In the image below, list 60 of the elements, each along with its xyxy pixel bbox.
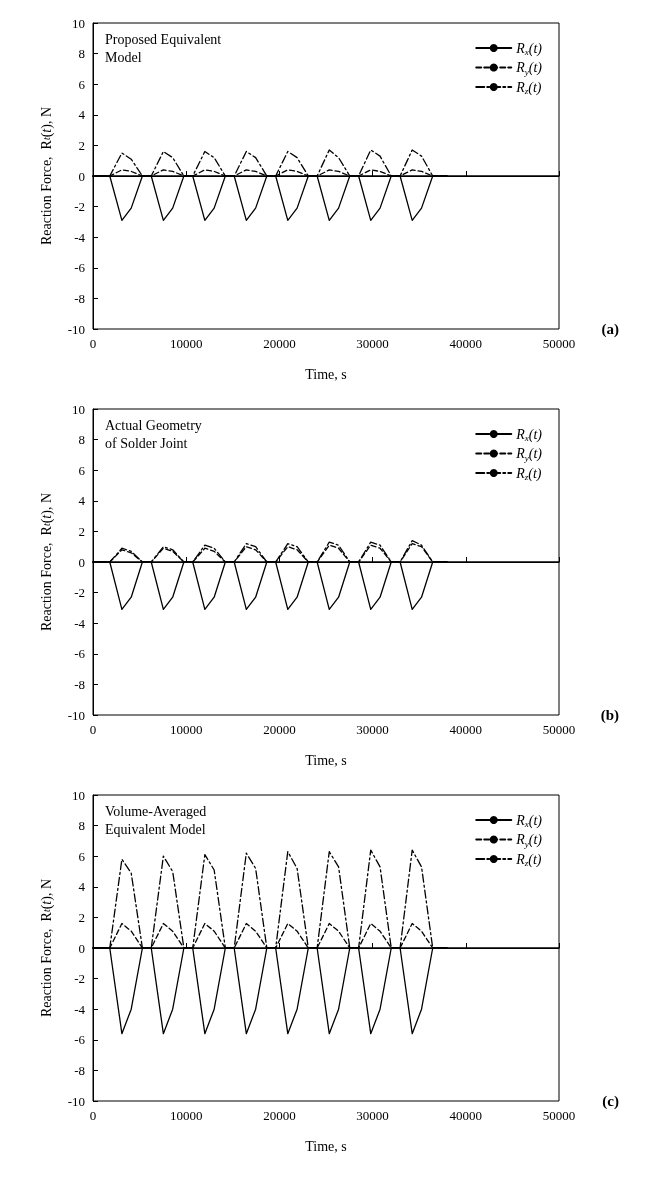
y-tick-label: 6 (78, 462, 86, 478)
x-tick-label: 40000 (449, 722, 483, 737)
x-tick-label: 10000 (169, 722, 203, 737)
text: (b) (600, 706, 620, 724)
x-axis-title: Time, s (305, 366, 347, 382)
x-axis-title: Time, s (305, 752, 347, 768)
x-tick-label: 50000 (542, 1108, 576, 1123)
y-tick-label: 0 (78, 554, 85, 570)
annotation: Volume-Averaged Equivalent Model (105, 803, 207, 837)
x-tick-label: 40000 (449, 336, 483, 351)
y-tick-label: -2 (74, 971, 85, 987)
y-tick-label: 10 (72, 401, 85, 417)
y-tick-label: 4 (78, 493, 86, 509)
y-tick-label: 10 (72, 787, 85, 803)
x-tick-label: 40000 (449, 1108, 483, 1123)
x-tick-label: 30000 (356, 1108, 389, 1123)
text: (c) (602, 1092, 620, 1110)
y-tick-label: -8 (74, 676, 85, 692)
y-tick-label: -10 (67, 1093, 85, 1109)
x-tick-label: 0 (89, 722, 97, 737)
y-tick-label: -4 (74, 1001, 86, 1017)
x-tick-label: 20000 (263, 1108, 296, 1123)
y-tick-label: 2 (78, 523, 85, 539)
y-tick-label: -10 (67, 321, 85, 337)
y-tick-label: 0 (78, 940, 85, 956)
y-tick-label: -2 (74, 585, 85, 601)
y-tick-label: -2 (74, 199, 85, 215)
x-tick-label: 50000 (542, 722, 576, 737)
y-tick-label: 2 (78, 909, 85, 925)
y-tick-label: 6 (78, 848, 86, 864)
y-tick-label: -8 (74, 1062, 85, 1078)
y-tick-label: 2 (78, 137, 85, 153)
y-tick-label: -6 (74, 646, 86, 662)
annotation: Actual Geometry of Solder Joint (105, 417, 202, 451)
x-tick-label: 30000 (356, 722, 389, 737)
y-tick-label: 0 (78, 168, 85, 184)
x-tick-label: 0 (89, 336, 97, 351)
y-tick-label: -6 (74, 260, 86, 276)
text: (a) (601, 320, 620, 338)
x-tick-label: 50000 (542, 336, 576, 351)
y-tick-label: 8 (78, 818, 85, 834)
x-tick-label: 0 (89, 1108, 97, 1123)
x-tick-label: 20000 (263, 336, 296, 351)
y-tick-label: 6 (78, 76, 86, 92)
y-tick-label: 8 (78, 46, 85, 62)
y-tick-label: -4 (74, 615, 86, 631)
x-tick-label: 20000 (263, 722, 296, 737)
y-tick-label: 4 (78, 879, 86, 895)
x-tick-label: 10000 (169, 336, 203, 351)
y-tick-label: -8 (74, 290, 85, 306)
x-tick-label: 10000 (169, 1108, 203, 1123)
x-tick-label: 30000 (356, 336, 389, 351)
annotation: Proposed Equivalent Model (105, 31, 222, 65)
y-tick-label: -10 (67, 707, 85, 723)
y-tick-label: 10 (72, 15, 85, 31)
y-tick-label: 4 (78, 107, 86, 123)
y-tick-label: 8 (78, 432, 85, 448)
y-tick-label: -6 (74, 1032, 86, 1048)
y-tick-label: -4 (74, 229, 86, 245)
x-axis-title: Time, s (305, 1138, 347, 1154)
